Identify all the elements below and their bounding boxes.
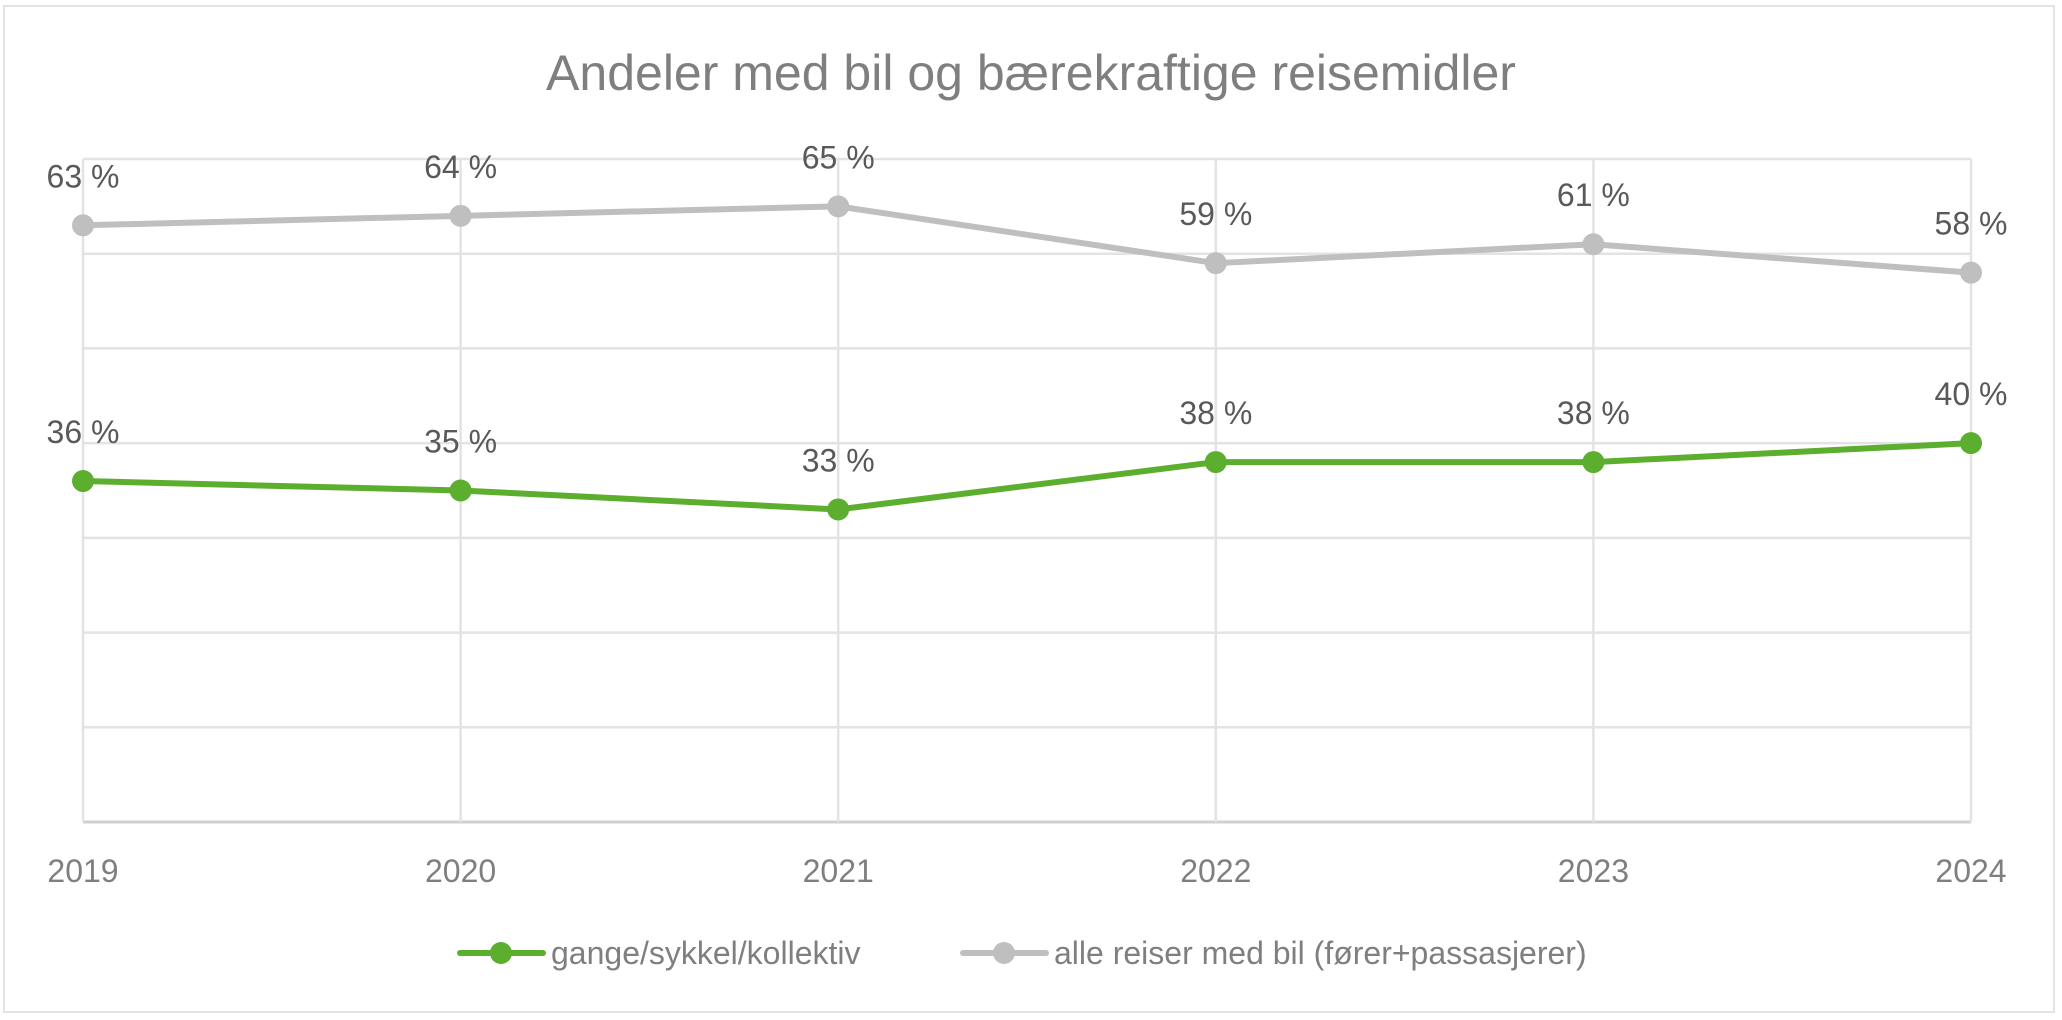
data-label: 58 % bbox=[1935, 206, 2008, 242]
data-label: 35 % bbox=[424, 424, 497, 460]
data-point bbox=[827, 498, 850, 521]
data-point bbox=[1960, 432, 1982, 455]
data-point bbox=[1582, 233, 1605, 256]
x-tick-label: 2019 bbox=[47, 853, 118, 889]
x-tick-label: 2021 bbox=[803, 853, 874, 889]
legend-label: alle reiser med bil (fører+passasjerer) bbox=[1054, 935, 1587, 971]
legend-marker-icon bbox=[490, 942, 512, 964]
legend-marker-icon bbox=[993, 942, 1015, 964]
data-point bbox=[449, 479, 472, 502]
data-point bbox=[72, 470, 94, 493]
data-point bbox=[1204, 252, 1227, 275]
data-label: 38 % bbox=[1557, 395, 1630, 431]
chart-title: Andeler med bil og bærekraftige reisemid… bbox=[546, 45, 1516, 101]
data-label: 64 % bbox=[424, 149, 497, 185]
series-group bbox=[72, 195, 1982, 521]
x-tick-label: 2020 bbox=[425, 853, 496, 889]
x-tick-label: 2022 bbox=[1180, 853, 1251, 889]
data-label: 40 % bbox=[1935, 376, 2008, 412]
x-axis-ticks: 2019 2020 2021 2022 2023 2024 bbox=[47, 853, 2006, 889]
data-label: 61 % bbox=[1557, 177, 1630, 213]
data-label: 36 % bbox=[47, 414, 120, 450]
data-label: 65 % bbox=[802, 139, 875, 175]
data-point bbox=[1582, 451, 1605, 474]
series-line-0 bbox=[80, 440, 1974, 513]
data-label: 38 % bbox=[1179, 395, 1252, 431]
data-label: 33 % bbox=[802, 442, 875, 478]
series-line-1 bbox=[80, 203, 1974, 276]
x-tick-label: 2023 bbox=[1558, 853, 1629, 889]
data-label: 59 % bbox=[1179, 196, 1252, 232]
chart-frame bbox=[3, 5, 2055, 1013]
legend-label: gange/sykkel/kollektiv bbox=[551, 935, 860, 971]
data-point bbox=[72, 214, 94, 237]
data-point bbox=[1960, 261, 1982, 284]
data-point bbox=[449, 204, 472, 227]
x-tick-label: 2024 bbox=[1935, 853, 2006, 889]
data-point bbox=[1204, 451, 1227, 474]
data-label: 63 % bbox=[47, 158, 120, 194]
data-labels: 36 % 35 % 33 % 38 % 38 % 40 % 63 % 64 % 65 % 59 %… bbox=[47, 139, 2008, 478]
legend: gange/sykkel/kollektiv alle reiser med bi… bbox=[457, 935, 1587, 971]
data-point bbox=[827, 195, 850, 218]
